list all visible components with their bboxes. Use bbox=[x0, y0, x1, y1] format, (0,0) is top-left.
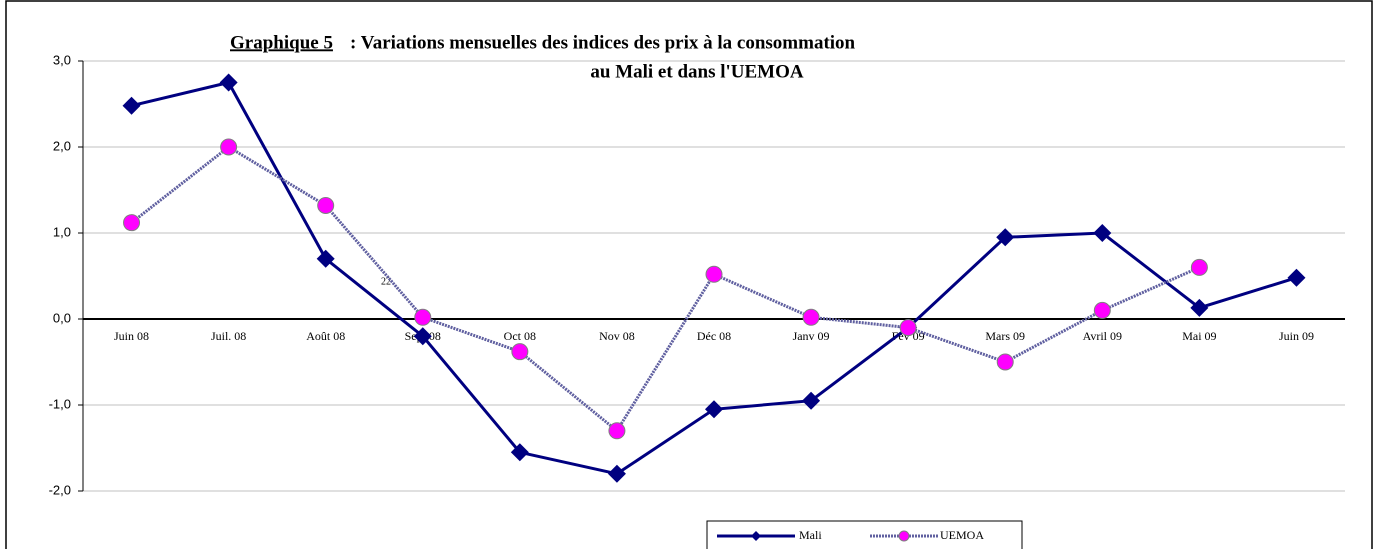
marker bbox=[414, 308, 432, 326]
marker bbox=[1190, 298, 1209, 317]
x-tick-label: Janv 09 bbox=[793, 329, 830, 343]
marker bbox=[511, 343, 529, 361]
x-tick-label: Juin 08 bbox=[114, 329, 149, 343]
marker bbox=[1093, 301, 1111, 319]
marker bbox=[996, 353, 1014, 371]
marker bbox=[413, 327, 432, 346]
marker bbox=[607, 464, 626, 483]
marker bbox=[899, 319, 917, 337]
chart-title-label: Graphique 5 bbox=[230, 32, 333, 53]
marker bbox=[219, 73, 238, 92]
x-tick-label: Août 08 bbox=[306, 329, 345, 343]
marker bbox=[123, 214, 141, 232]
chart-subtitle: au Mali et dans l'UEMOA bbox=[590, 61, 804, 82]
marker bbox=[1287, 268, 1306, 287]
x-tick-label: Juil. 08 bbox=[211, 329, 246, 343]
marker bbox=[317, 196, 335, 214]
legend-marker bbox=[751, 531, 761, 541]
y-tick-label: 2,0 bbox=[53, 138, 71, 153]
marker bbox=[1093, 224, 1112, 242]
chart-title: : Variations mensuelles des indices des … bbox=[350, 32, 856, 53]
marker bbox=[705, 400, 723, 419]
marker bbox=[220, 138, 238, 156]
marker bbox=[802, 391, 821, 410]
x-tick-label: Oct 08 bbox=[504, 329, 536, 343]
frame bbox=[5, 0, 1373, 549]
legend-label: UEMOA bbox=[940, 528, 984, 542]
series-line bbox=[130, 145, 1200, 434]
y-tick-label: 3,0 bbox=[53, 52, 71, 67]
marker bbox=[316, 249, 335, 268]
marker bbox=[802, 308, 820, 326]
marker bbox=[510, 443, 529, 462]
legend-marker bbox=[898, 530, 910, 542]
annotation: 22 bbox=[381, 276, 391, 287]
x-tick-label: Déc 08 bbox=[697, 329, 731, 343]
x-tick-label: Avril 09 bbox=[1083, 329, 1122, 343]
marker bbox=[122, 96, 141, 115]
marker bbox=[1190, 258, 1208, 276]
y-tick-label: -1,0 bbox=[49, 396, 71, 411]
y-tick-label: 0,0 bbox=[53, 310, 71, 325]
y-tick-label: 1,0 bbox=[53, 224, 71, 239]
marker bbox=[996, 228, 1015, 247]
marker bbox=[705, 265, 723, 283]
x-tick-label: Nov 08 bbox=[599, 329, 635, 343]
marker bbox=[608, 422, 626, 440]
x-tick-label: Mai 09 bbox=[1182, 329, 1216, 343]
x-tick-label: Mars 09 bbox=[985, 329, 1025, 343]
y-tick-label: -2,0 bbox=[49, 482, 71, 497]
x-tick-label: Juin 09 bbox=[1279, 329, 1314, 343]
legend-label: Mali bbox=[799, 528, 822, 542]
